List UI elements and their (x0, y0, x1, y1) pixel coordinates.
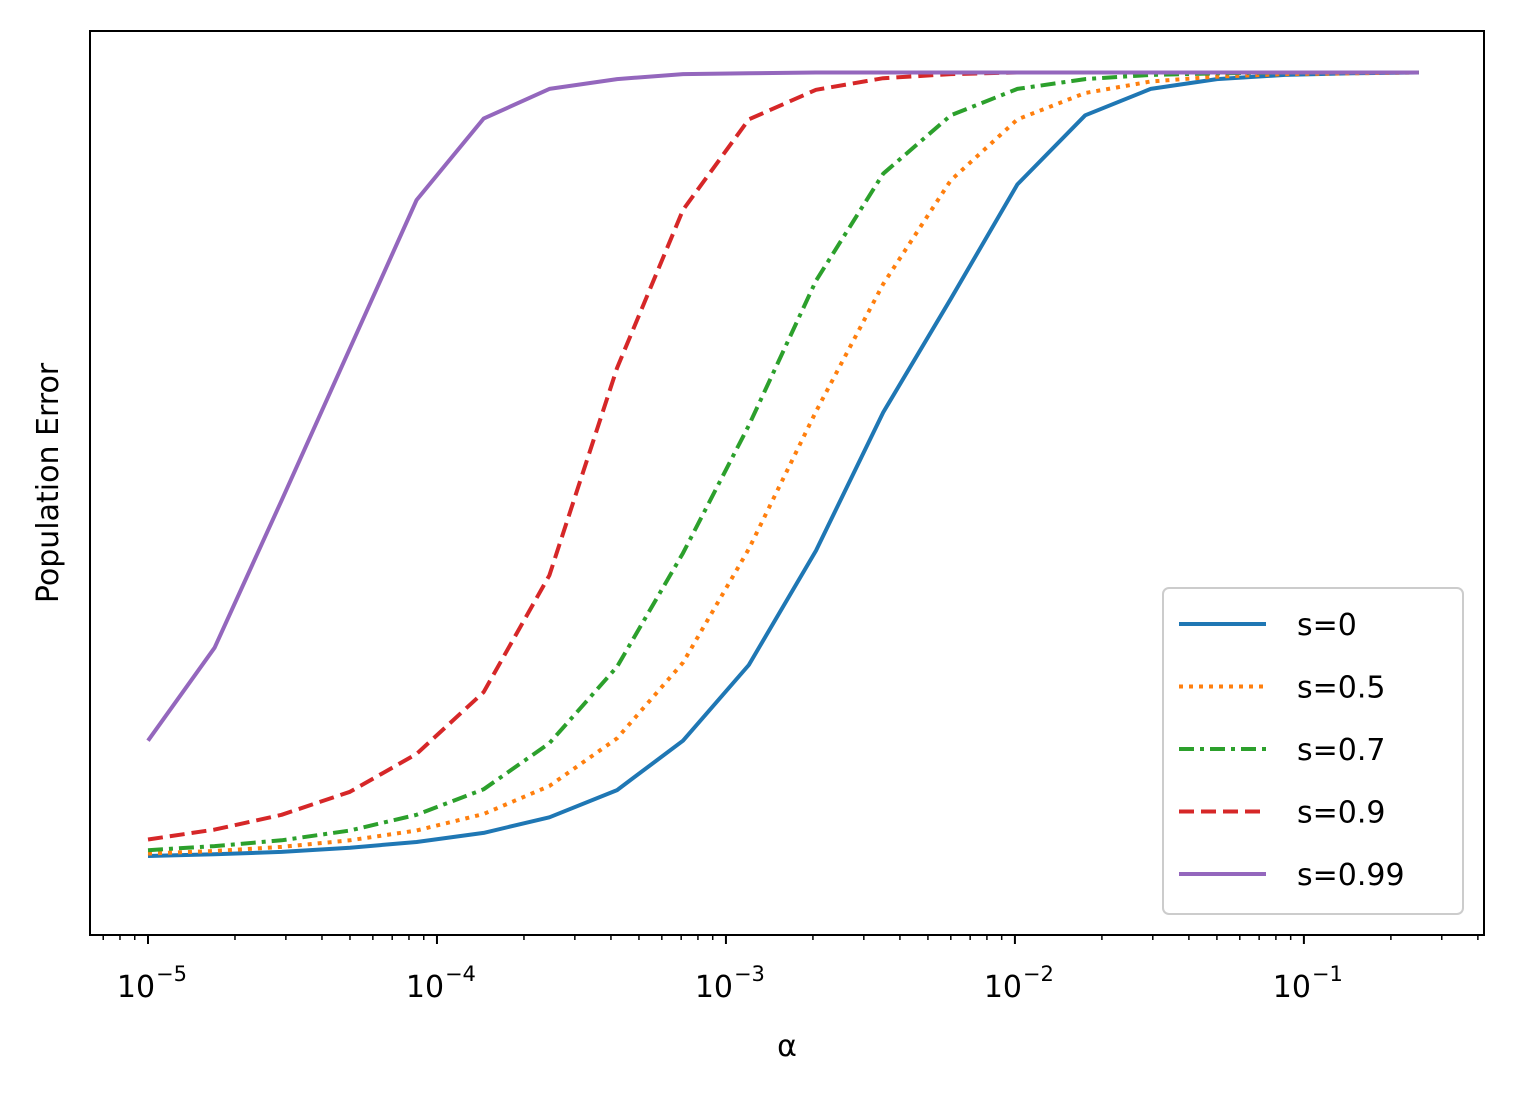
series-line-0 (147, 70, 1419, 858)
x-tick-exponent-3: −2 (1023, 962, 1054, 986)
legend-label-3: s=0.9 (1297, 796, 1385, 831)
y-axis-label: Population Error (31, 362, 66, 603)
x-tick-label-4: 10 (1273, 970, 1311, 1005)
x-axis-label: α (777, 1029, 797, 1064)
legend-label-0: s=0 (1297, 608, 1357, 643)
legend-box (1162, 587, 1464, 915)
legend-label-1: s=0.5 (1297, 671, 1385, 706)
x-tick-label-0: 10 (117, 970, 155, 1005)
x-axis: 10 −5 10 −4 10 −3 10 −2 10 −1 (102, 935, 1479, 1005)
x-tick-exponent-0: −5 (156, 962, 187, 986)
legend-label-2: s=0.7 (1297, 733, 1385, 768)
x-tick-label-2: 10 (695, 970, 733, 1005)
plot-frame (89, 30, 1485, 936)
x-tick-exponent-4: −1 (1312, 962, 1343, 986)
x-tick-exponent-1: −4 (445, 962, 476, 986)
series-lines (146, 70, 1419, 858)
series-line-4 (146, 70, 1419, 742)
series-line-1 (147, 70, 1419, 856)
legend-label-4: s=0.99 (1297, 858, 1405, 893)
x-tick-label-1: 10 (406, 970, 444, 1005)
x-tick-exponent-2: −3 (734, 962, 765, 986)
legend: s=0 s=0.5 s=0.7 s=0.9 s=0.99 (1162, 587, 1464, 915)
x-tick-label-3: 10 (984, 970, 1022, 1005)
